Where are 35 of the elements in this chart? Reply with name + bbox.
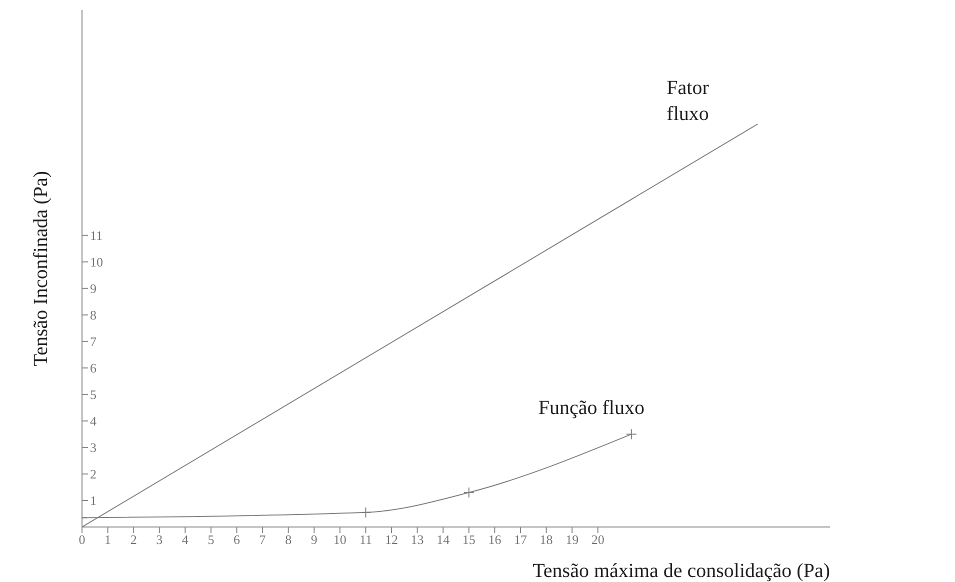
- x-tick-label: 15: [462, 532, 476, 548]
- x-tick-label: 10: [333, 532, 346, 548]
- y-tick-label: 7: [90, 334, 97, 350]
- x-tick-label: 17: [514, 532, 528, 548]
- y-tick-label: 3: [90, 440, 96, 456]
- x-tick-label: 6: [234, 532, 241, 548]
- x-tick-label: 2: [130, 532, 137, 548]
- series-label: Função fluxo: [538, 397, 644, 420]
- x-tick-label: 3: [156, 532, 163, 548]
- y-tick-label: 1: [90, 493, 96, 508]
- x-tick-label: 5: [208, 532, 214, 548]
- x-tick-label: 7: [259, 532, 266, 548]
- y-axis-title: Tensão Inconfinada (Pa): [30, 170, 52, 366]
- y-tick-label: 2: [90, 466, 96, 482]
- x-tick-label: 8: [285, 532, 292, 548]
- y-tick-label: 8: [90, 308, 96, 323]
- x-tick-label: 11: [359, 532, 372, 548]
- x-axis-title: Tensão máxima de consolidação (Pa): [532, 560, 830, 582]
- y-tick-label: 10: [90, 254, 103, 270]
- y-tick-label: 11: [90, 228, 103, 243]
- x-tick-label: 9: [310, 532, 318, 548]
- x-tick-label: 4: [182, 532, 189, 548]
- y-tick-label: 4: [90, 414, 97, 429]
- x-tick-label: 0: [78, 532, 86, 548]
- y-tick-label: 5: [90, 387, 96, 402]
- x-tick-label: 20: [591, 532, 604, 548]
- y-tick-label: 9: [90, 281, 96, 296]
- x-tick-label: 19: [566, 532, 579, 548]
- series-label: Fator fluxo: [666, 77, 710, 126]
- x-tick-label: 18: [540, 532, 553, 548]
- x-tick-label: 14: [436, 532, 450, 548]
- x-tick-label: 13: [410, 532, 424, 548]
- y-tick-label: 6: [90, 360, 97, 376]
- x-tick-label: 16: [488, 532, 502, 548]
- x-tick-label: 12: [385, 532, 398, 548]
